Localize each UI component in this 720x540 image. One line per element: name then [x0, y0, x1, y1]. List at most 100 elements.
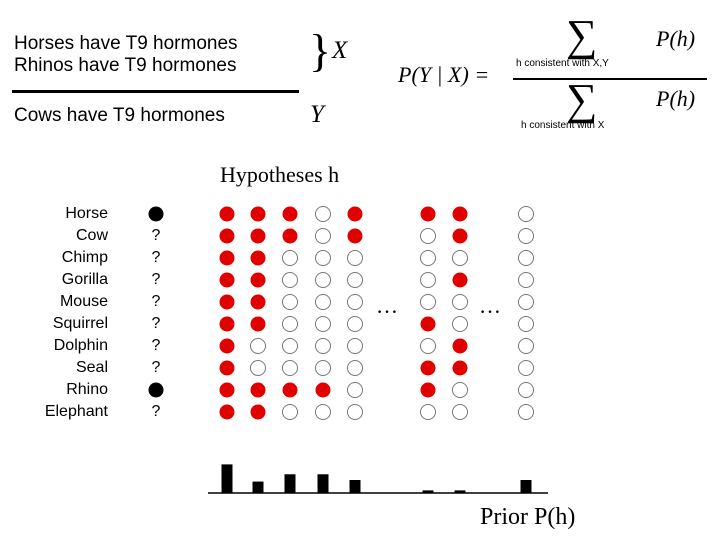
hypothesis-dot-filled: [219, 272, 235, 288]
prior-bar: [284, 474, 296, 493]
hypothesis-dot-empty: [282, 316, 298, 332]
hypothesis-dot-filled: [315, 382, 331, 398]
hypothesis-dot-filled: [250, 294, 266, 310]
ellipsis-right: …: [479, 293, 501, 318]
hypothesis-dot-empty: [347, 316, 363, 332]
premise-horses: Horses have T9 hormones: [14, 33, 238, 54]
observation-unknown: ?: [151, 359, 161, 376]
hypothesis-dot-filled: [420, 316, 436, 332]
prior-bar: [454, 490, 466, 493]
hypothesis-dot-filled: [282, 382, 298, 398]
hypothesis-dot-filled: [219, 206, 235, 222]
hypothesis-dot-empty: [518, 228, 534, 244]
hypothesis-dot-filled: [219, 360, 235, 376]
numerator-prior: P(h): [656, 26, 696, 51]
observation-column: ? ? ? ? ? ? ? ?: [146, 203, 166, 433]
hypothesis-dot-empty: [452, 250, 468, 266]
hypothesis-dot-empty: [420, 294, 436, 310]
prior-bar: [422, 490, 434, 493]
hypothesis-dot-empty: [347, 250, 363, 266]
animal-label-squirrel: Squirrel: [52, 315, 108, 332]
hypothesis-dot-filled: [452, 272, 468, 288]
hypothesis-dot-empty: [315, 206, 331, 222]
hypothesis-dot-empty: [518, 206, 534, 222]
hypothesis-dot-filled: [452, 360, 468, 376]
hypothesis-dot-filled: [347, 228, 363, 244]
hypothesis-dot-empty: [420, 338, 436, 354]
observation-unknown: ?: [151, 227, 161, 244]
premise-rhinos: Rhinos have T9 hormones: [14, 55, 237, 76]
animal-label-gorilla: Gorilla: [61, 271, 108, 288]
prior-bar: [221, 464, 233, 493]
hypothesis-dot-empty: [452, 382, 468, 398]
observation-unknown: ?: [151, 403, 161, 420]
numerator-subscript: h consistent with X,Y: [516, 58, 609, 69]
formula-lhs: P(Y | X) =: [398, 62, 490, 87]
numerator-sum-icon: ∑: [566, 11, 598, 60]
animal-label-mouse: Mouse: [59, 293, 108, 310]
hypothesis-dot-filled: [452, 228, 468, 244]
hypothesis-dot-empty: [518, 338, 534, 354]
observation-unknown: ?: [151, 337, 161, 354]
animal-label-chimp: Chimp: [61, 249, 108, 266]
hypothesis-dot-empty: [420, 272, 436, 288]
animal-label-elephant: Elephant: [44, 403, 108, 420]
hypothesis-dot-filled: [219, 382, 235, 398]
hypothesis-dot-empty: [452, 294, 468, 310]
hypothesis-dot-empty: [315, 228, 331, 244]
conclusion-label: Y: [310, 101, 324, 128]
denominator-subscript: h consistent with X: [521, 120, 605, 131]
hypotheses-label: Hypotheses h: [220, 162, 340, 187]
hypothesis-dot-empty: [282, 294, 298, 310]
hypothesis-dot-empty: [347, 404, 363, 420]
hypothesis-dot-filled: [282, 206, 298, 222]
hypothesis-dot-empty: [347, 294, 363, 310]
animal-label-rhino: Rhino: [66, 381, 108, 398]
hypothesis-dot-empty: [315, 316, 331, 332]
hypothesis-dot-empty: [250, 360, 266, 376]
animal-label-cow: Cow: [75, 227, 108, 244]
hypothesis-dot-filled: [420, 360, 436, 376]
hypothesis-dot-filled: [219, 338, 235, 354]
observation-dot: [148, 382, 164, 398]
hypothesis-dot-filled: [420, 206, 436, 222]
animal-list: Horse Cow Chimp Gorilla Mouse Squirrel D…: [0, 203, 108, 433]
hypothesis-dot-empty: [420, 250, 436, 266]
hypothesis-dot-filled: [250, 228, 266, 244]
hypothesis-dot-filled: [219, 404, 235, 420]
hypothesis-dot-empty: [420, 228, 436, 244]
observation-unknown: ?: [151, 293, 161, 310]
ellipsis-left: …: [376, 293, 398, 318]
hypothesis-dot-filled: [452, 206, 468, 222]
prior-bar: [520, 480, 532, 493]
hypothesis-dot-filled: [219, 316, 235, 332]
hypothesis-dot-filled: [219, 294, 235, 310]
hypothesis-dot-filled: [250, 250, 266, 266]
hypothesis-dot-filled: [250, 316, 266, 332]
hypothesis-dot-filled: [250, 382, 266, 398]
hypothesis-dot-empty: [282, 360, 298, 376]
hypothesis-dot-empty: [315, 294, 331, 310]
hypothesis-dot-empty: [452, 404, 468, 420]
prior-bar: [252, 481, 264, 493]
hypothesis-dot-empty: [347, 360, 363, 376]
hypothesis-dot-empty: [518, 250, 534, 266]
hypothesis-dot-empty: [315, 250, 331, 266]
prior-bar: [317, 474, 329, 493]
premise-set-label: X: [332, 37, 348, 64]
hypothesis-dot-empty: [347, 338, 363, 354]
animal-label-dolphin: Dolphin: [53, 337, 108, 354]
hypothesis-dot-empty: [518, 272, 534, 288]
hypothesis-dot-filled: [250, 272, 266, 288]
denominator-sum-icon: ∑: [566, 75, 598, 124]
hypothesis-dot-empty: [347, 272, 363, 288]
hypothesis-dot-empty: [315, 360, 331, 376]
hypothesis-dot-empty: [420, 404, 436, 420]
hypothesis-dot-empty: [518, 360, 534, 376]
fraction-bar: [513, 78, 707, 80]
argument-divider-line: [12, 90, 299, 93]
animal-label-horse: Horse: [65, 205, 108, 222]
hypothesis-dot-empty: [315, 338, 331, 354]
hypothesis-dot-filled: [347, 206, 363, 222]
